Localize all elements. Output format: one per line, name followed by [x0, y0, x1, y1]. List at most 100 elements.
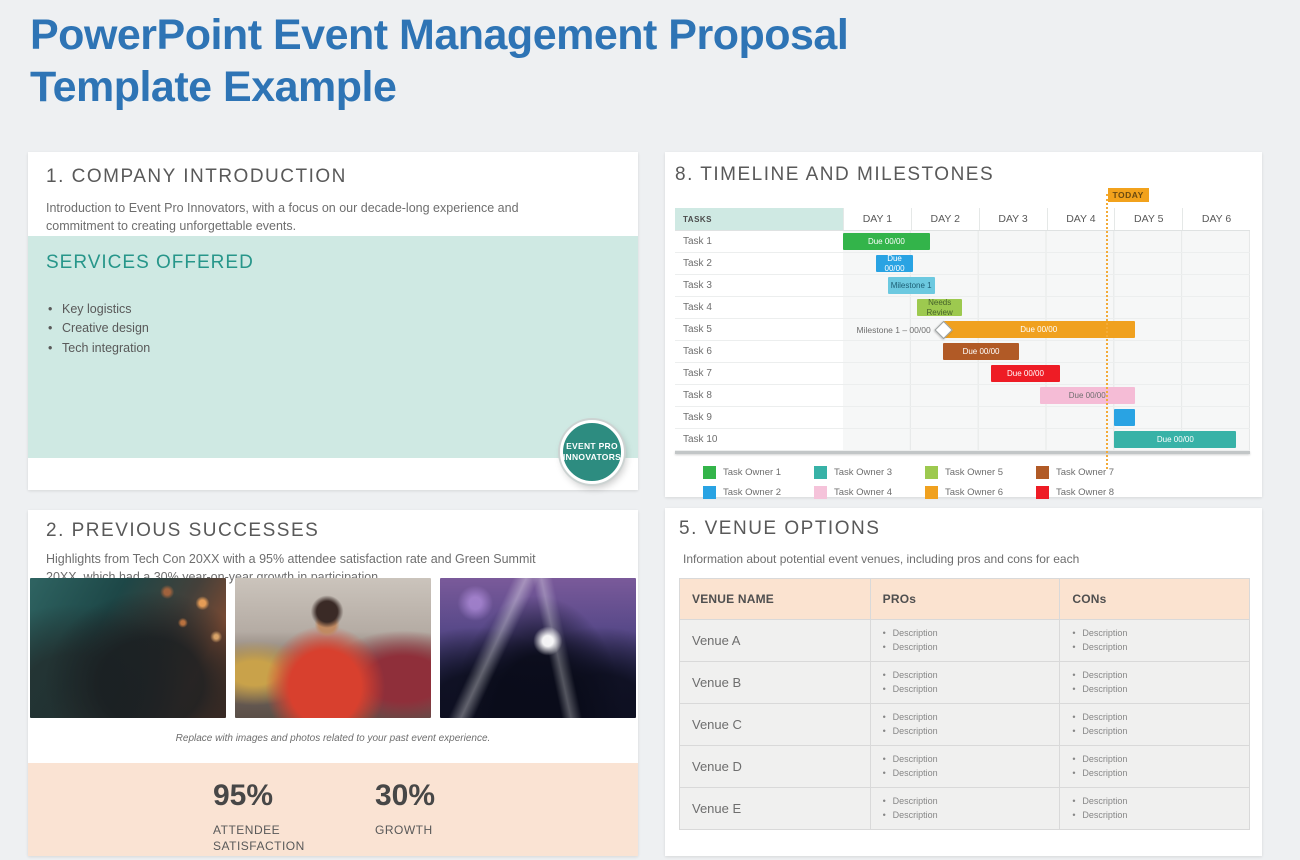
previous-successes-panel: 2. PREVIOUS SUCCESSES Highlights from Te… [28, 510, 638, 856]
legend-color-swatch [814, 466, 827, 479]
services-offered-section: SERVICES OFFERED Key logistics Creative … [28, 236, 638, 458]
legend-label: Task Owner 4 [834, 487, 893, 498]
logo-text-line2: INNOVATORS [562, 452, 622, 462]
services-list: Key logistics Creative design Tech integ… [46, 300, 620, 359]
gantt-bottom-scrollbar[interactable] [675, 451, 1250, 454]
venue-name: Venue C [692, 717, 742, 732]
task-track: Due 00/00 [843, 429, 1250, 451]
pro-item: Description [883, 627, 1048, 641]
milestone-date-label: Milestone 1 – 00/00 [856, 324, 931, 335]
venue-table-header-row: VENUE NAME PROs CONs [680, 579, 1249, 619]
legend-color-swatch [703, 466, 716, 479]
pro-item: Description [883, 753, 1048, 767]
pro-item: Description [883, 669, 1048, 683]
task-track: Needs Review [843, 297, 1250, 319]
task-bar[interactable]: Due 00/00 [1114, 431, 1237, 448]
task-name: Task 6 [675, 341, 843, 363]
venue-cons-list: Description Description [1072, 627, 1237, 654]
gantt-tasks-header: TASKS [675, 208, 843, 230]
con-item: Description [1072, 767, 1237, 781]
legend-color-swatch [1036, 486, 1049, 499]
task-name: Task 9 [675, 407, 843, 429]
legend-label: Task Owner 7 [1056, 467, 1115, 478]
legend-item: Task Owner 3 [814, 466, 925, 479]
venue-pros-list: Description Description [883, 669, 1048, 696]
stats-banner: 95% ATTENDEE SATISFACTION 30% GROWTH [28, 763, 638, 856]
service-item: Key logistics [46, 300, 620, 320]
task-bar[interactable]: Due 00/00 [942, 321, 1135, 338]
legend-label: Task Owner 3 [834, 467, 893, 478]
task-name: Task 8 [675, 385, 843, 407]
task-bar[interactable]: Due 00/00 [876, 255, 913, 272]
venue-pros-list: Description Description [883, 627, 1048, 654]
task-bar[interactable]: Due 00/00 [843, 233, 930, 250]
page-title-line1: PowerPoint Event Management Proposal [30, 11, 849, 59]
task-bar[interactable] [1113, 409, 1135, 426]
legend-color-swatch [703, 486, 716, 499]
venue-table-row: Venue A Description Description Descript… [680, 619, 1249, 661]
task-track: Due 00/00 [843, 253, 1250, 275]
today-marker-label: TODAY [1107, 188, 1149, 202]
con-item: Description [1072, 711, 1237, 725]
legend-item: Task Owner 8 [1036, 486, 1147, 499]
task-bar[interactable]: Due 00/00 [942, 343, 1020, 360]
gantt-task-row: Task 9 [675, 407, 1250, 429]
task-bar[interactable]: Milestone 1 [887, 277, 935, 294]
venue-name: Venue B [692, 675, 742, 690]
legend-label: Task Owner 6 [945, 487, 1004, 498]
today-marker-line [1105, 194, 1108, 469]
company-introduction-heading: 1. COMPANY INTRODUCTION [46, 166, 347, 187]
gantt-day-header: DAY 3 [978, 208, 1047, 230]
task-name: Task 3 [675, 275, 843, 297]
gantt-task-row: Task 6 Due 00/00 [675, 341, 1250, 363]
task-track: Due 00/00 [843, 341, 1250, 363]
gantt-task-row: Task 7 Due 00/00 [675, 363, 1250, 385]
page-title: PowerPoint Event Management Proposal Tem… [30, 10, 1130, 113]
stat-value: 95% [213, 779, 274, 812]
task-name: Task 7 [675, 363, 843, 385]
con-item: Description [1072, 725, 1237, 739]
legend-row: Task Owner 2 Task Owner 4 Task Owner 6 T… [703, 486, 1250, 499]
venue-options-heading: 5. VENUE OPTIONS [679, 518, 881, 539]
event-pro-innovators-logo: EVENT PRO INNOVATORS [560, 420, 624, 484]
gantt-task-row: Task 3 Milestone 1 [675, 275, 1250, 297]
venue-pros-list: Description Description [883, 711, 1048, 738]
con-item: Description [1072, 683, 1237, 697]
legend-item: Task Owner 1 [703, 466, 814, 479]
gantt-task-row: Task 10 Due 00/00 [675, 429, 1250, 451]
gantt-task-row: Task 8 Due 00/00 [675, 385, 1250, 407]
con-item: Description [1072, 669, 1237, 683]
gantt-day-header: DAY 4 [1046, 208, 1115, 230]
legend-color-swatch [1036, 466, 1049, 479]
gantt-day-header: DAY 1 [843, 208, 911, 230]
page-title-line2: Template Example [30, 62, 397, 111]
venue-options-panel: 5. VENUE OPTIONS Information about poten… [665, 508, 1262, 856]
venue-table-row: Venue E Description Description Descript… [680, 787, 1249, 829]
service-item: Creative design [46, 319, 620, 339]
task-bar[interactable]: Needs Review [916, 299, 963, 316]
task-name: Task 10 [675, 429, 843, 451]
con-item: Description [1072, 809, 1237, 823]
legend-label: Task Owner 8 [1056, 487, 1115, 498]
task-bar[interactable]: Due 00/00 [990, 365, 1061, 382]
gantt-task-row: Task 1 Due 00/00 [675, 231, 1250, 253]
venue-cons-list: Description Description [1072, 711, 1237, 738]
task-track [843, 407, 1250, 429]
pro-item: Description [883, 711, 1048, 725]
gantt-chart: TODAY TASKS DAY 1 DAY 2 DAY 3 DAY 4 DAY … [675, 188, 1250, 499]
gantt-task-row: Task 2 Due 00/00 [675, 253, 1250, 275]
venue-cons-list: Description Description [1072, 669, 1237, 696]
stat-value: 30% [375, 779, 436, 812]
venue-name: Venue D [692, 759, 742, 774]
venue-table-row: Venue C Description Description Descript… [680, 703, 1249, 745]
task-name: Task 1 [675, 231, 843, 253]
task-bar[interactable]: Due 00/00 [1039, 387, 1135, 404]
venue-table: VENUE NAME PROs CONs Venue A Description… [679, 578, 1250, 830]
gantt-day-header: DAY 2 [910, 208, 979, 230]
stat-label: GROWTH [375, 823, 433, 837]
legend-label: Task Owner 2 [723, 487, 782, 498]
legend-item: Task Owner 7 [1036, 466, 1147, 479]
legend-item: Task Owner 2 [703, 486, 814, 499]
pro-item: Description [883, 795, 1048, 809]
